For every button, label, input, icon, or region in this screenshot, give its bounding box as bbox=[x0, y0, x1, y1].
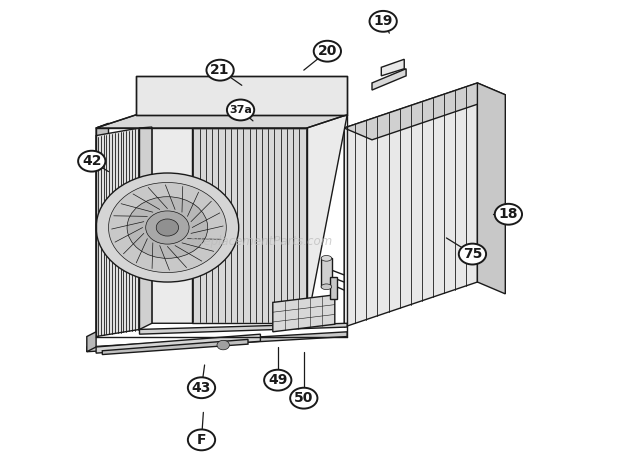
Polygon shape bbox=[96, 128, 140, 337]
Circle shape bbox=[108, 182, 226, 273]
Text: 37a: 37a bbox=[229, 105, 252, 115]
Polygon shape bbox=[477, 83, 505, 294]
Polygon shape bbox=[96, 123, 108, 337]
Text: 19: 19 bbox=[373, 14, 393, 28]
Text: 43: 43 bbox=[192, 381, 211, 395]
Ellipse shape bbox=[321, 255, 332, 261]
Polygon shape bbox=[140, 323, 347, 334]
Polygon shape bbox=[102, 339, 248, 355]
Polygon shape bbox=[330, 277, 337, 299]
Circle shape bbox=[227, 100, 254, 120]
Polygon shape bbox=[372, 69, 406, 90]
Text: 20: 20 bbox=[317, 44, 337, 58]
Polygon shape bbox=[381, 59, 404, 76]
Circle shape bbox=[459, 244, 486, 264]
Circle shape bbox=[96, 173, 239, 282]
Circle shape bbox=[188, 429, 215, 450]
Text: 49: 49 bbox=[268, 373, 288, 387]
Circle shape bbox=[290, 388, 317, 409]
Polygon shape bbox=[87, 332, 347, 352]
Text: eReplacementParts.com: eReplacementParts.com bbox=[188, 235, 332, 248]
Polygon shape bbox=[152, 115, 347, 323]
Text: 21: 21 bbox=[210, 63, 230, 77]
Circle shape bbox=[206, 60, 234, 81]
Circle shape bbox=[146, 211, 189, 244]
Circle shape bbox=[127, 197, 208, 258]
Polygon shape bbox=[140, 127, 152, 329]
Text: 50: 50 bbox=[294, 391, 314, 405]
Polygon shape bbox=[344, 83, 505, 140]
Circle shape bbox=[78, 151, 105, 172]
Polygon shape bbox=[192, 128, 307, 323]
Circle shape bbox=[264, 370, 291, 391]
Text: 18: 18 bbox=[498, 207, 518, 221]
Circle shape bbox=[156, 219, 179, 236]
Text: F: F bbox=[197, 433, 206, 447]
Text: 42: 42 bbox=[82, 154, 102, 168]
Circle shape bbox=[495, 204, 522, 225]
Circle shape bbox=[370, 11, 397, 32]
Polygon shape bbox=[136, 76, 347, 115]
Polygon shape bbox=[96, 115, 347, 128]
Ellipse shape bbox=[321, 284, 332, 290]
Circle shape bbox=[314, 41, 341, 62]
Polygon shape bbox=[344, 83, 477, 327]
Polygon shape bbox=[321, 258, 332, 287]
Circle shape bbox=[217, 340, 229, 350]
Text: 75: 75 bbox=[463, 247, 482, 261]
Polygon shape bbox=[87, 332, 96, 352]
Polygon shape bbox=[273, 295, 335, 332]
Polygon shape bbox=[96, 334, 260, 353]
Circle shape bbox=[188, 377, 215, 398]
